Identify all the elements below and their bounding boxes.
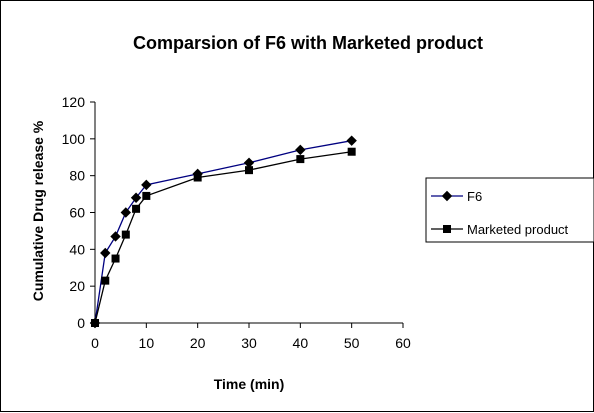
y-axis-title: Cumulative Drug release % [30,120,46,301]
data-point-f6 [243,157,255,168]
legend-marker-f6 [441,190,453,202]
data-point-marketed-product [193,173,202,182]
plot-area: 0 20 40 60 80 100 120 0 10 20 30 40 50 60 [62,94,411,351]
data-point-marketed-product [245,166,253,175]
data-point-marketed-product [296,155,305,164]
y-tick-label: 0 [77,315,85,331]
legend-box [425,177,594,243]
y-tick-label: 100 [62,131,86,147]
series-line-f6 [94,140,352,324]
data-point-marketed-product [132,204,141,213]
y-tick-label: 20 [69,278,85,294]
x-tick-label: 20 [190,335,206,351]
data-point-marketed-product [91,319,99,327]
data-point-marketed-product [111,254,120,263]
data-point-f6 [130,192,142,203]
data-point-f6 [110,231,121,242]
y-tick-label: 40 [69,241,85,257]
data-point-marketed-product [347,147,356,156]
x-tick-label: 50 [344,335,360,351]
y-tick-label: 120 [62,94,86,110]
series-line-marketed-product [94,151,352,324]
data-point-marketed-product [142,191,151,200]
x-tick-label: 0 [91,335,99,351]
data-point-marketed-product [101,276,110,285]
y-tick-label: 80 [69,168,85,184]
data-point-f6 [346,135,357,146]
legend: F6 Marketed product [425,177,594,243]
data-point-f6 [120,207,132,218]
x-tick-label: 10 [139,335,155,351]
x-tick-label: 60 [395,335,411,351]
y-tick-label: 60 [69,205,85,221]
x-axis-title: Time (min) [214,376,285,392]
x-tick-label: 30 [241,335,257,351]
legend-marker-marketed-product [443,225,451,233]
legend-label-marketed-product: Marketed product [467,222,569,237]
data-point-f6 [100,247,111,259]
x-tick-label: 40 [293,335,309,351]
data-point-f6 [295,144,306,156]
data-point-f6 [141,179,152,191]
data-point-marketed-product [121,230,130,239]
chart-title: Comparsion of F6 with Marketed product [133,33,483,53]
legend-label-f6: F6 [467,189,482,204]
